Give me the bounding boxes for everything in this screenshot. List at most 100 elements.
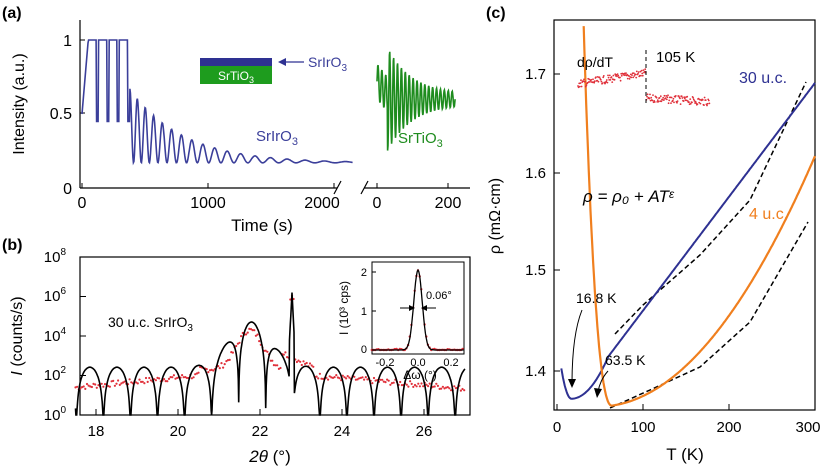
- measured-point: [222, 366, 225, 369]
- inset-x-tick: -0.2: [376, 357, 395, 369]
- derivative-point: [649, 93, 651, 96]
- derivative-point: [671, 99, 674, 102]
- measured-point: [113, 384, 116, 387]
- x-tick-label: 0: [373, 195, 382, 212]
- derivative-point: [667, 102, 670, 105]
- derivative-point: [605, 80, 608, 83]
- derivative-point: [679, 97, 681, 100]
- measured-point: [333, 376, 336, 379]
- measured-point: [343, 376, 346, 379]
- derivative-point: [646, 95, 648, 98]
- measured-point: [210, 368, 213, 371]
- derivative-point: [631, 74, 633, 76]
- measured-point: [459, 389, 462, 392]
- transition-temp-label: 105 K: [656, 49, 695, 66]
- measured-point: [372, 376, 376, 380]
- measured-point: [387, 379, 390, 382]
- derivative-point: [688, 101, 690, 103]
- derivative-point: [689, 98, 692, 100]
- derivative-point: [704, 99, 707, 101]
- measured-point: [128, 378, 131, 381]
- derivative-point: [681, 97, 684, 99]
- derivative-point: [689, 102, 692, 105]
- measured-point: [87, 384, 90, 387]
- measured-point: [320, 377, 323, 380]
- derivative-point: [632, 76, 635, 79]
- inset-derivative-label: dρ/dT: [577, 54, 613, 70]
- derivative-point: [611, 81, 614, 83]
- x-tick-label: 26: [416, 423, 433, 440]
- derivative-point: [602, 76, 605, 79]
- measured-point: [141, 380, 144, 383]
- measured-point: [258, 340, 261, 343]
- measured-point: [102, 385, 105, 388]
- derivative-point: [706, 104, 708, 107]
- x-tick-label: 0: [553, 419, 561, 436]
- inset-y-tick: 1: [361, 306, 367, 318]
- measured-point: [284, 351, 287, 354]
- derivative-point: [692, 98, 695, 101]
- x-axis-label: Time (s): [231, 216, 293, 235]
- measured-point: [120, 382, 123, 385]
- derivative-point: [667, 94, 669, 97]
- measured-point: [315, 375, 318, 378]
- measured-point: [345, 377, 348, 380]
- derivative-point: [701, 99, 704, 101]
- measured-point: [386, 378, 389, 381]
- y-axis-label: ρ (mΩ·cm): [487, 178, 504, 254]
- x-tick-label: 200: [435, 195, 462, 212]
- measured-point: [185, 376, 189, 380]
- derivative-point: [694, 100, 697, 103]
- measured-point: [220, 362, 223, 365]
- derivative-point: [682, 100, 685, 102]
- measured-point: [163, 378, 166, 381]
- inset-x-tick: 0.2: [443, 357, 458, 369]
- measured-point: [328, 375, 331, 378]
- y-tick-label: 1.5: [525, 262, 546, 279]
- measured-point: [341, 374, 344, 377]
- y-tick-label: 0: [63, 181, 72, 198]
- measured-point: [236, 342, 239, 345]
- srtio3-curve-label: SrTiO3: [398, 130, 443, 150]
- measured-point: [279, 366, 282, 370]
- measured-point: [97, 384, 100, 387]
- measured-point: [228, 358, 231, 361]
- measured-point: [356, 378, 359, 381]
- derivative-point: [708, 102, 711, 105]
- x-tick-label: 24: [334, 423, 351, 440]
- derivative-point: [698, 101, 701, 104]
- measured-point: [82, 385, 85, 388]
- derivative-point: [691, 101, 693, 104]
- sample-annotation: 30 u.c. SrIrO3: [108, 314, 193, 334]
- measured-point: [218, 367, 221, 370]
- derivative-point: [635, 76, 638, 79]
- derivative-point: [612, 74, 615, 77]
- fit-line-thin: [609, 221, 809, 409]
- film-label: SrIrO3: [308, 54, 347, 74]
- measured-point: [251, 329, 254, 332]
- x-tick-label: 2000: [304, 195, 340, 212]
- substrate-label: SrTiO3: [218, 69, 254, 85]
- panel-a: (a) 0 0.5 1 0 1000 2000 0 200 Intensity …: [2, 5, 470, 235]
- x-tick-label: 22: [252, 423, 269, 440]
- measured-point: [436, 384, 439, 387]
- measured-point: [348, 376, 351, 379]
- rocking-curve-inset: 0 1 2 -0.2 0.0 0.2 Δω (°) I (10³ cps) 0.…: [337, 261, 465, 382]
- derivative-point: [650, 96, 653, 99]
- measured-point: [217, 365, 220, 368]
- measured-point: [122, 381, 125, 384]
- derivative-point: [703, 96, 706, 99]
- measured-point: [282, 353, 285, 356]
- derivative-point: [677, 95, 680, 97]
- derivative-point: [609, 79, 612, 81]
- measured-point: [450, 389, 453, 392]
- measured-point: [361, 376, 364, 379]
- measured-point: [410, 382, 413, 385]
- derivative-point: [579, 82, 582, 84]
- measured-point: [223, 363, 226, 366]
- measured-point: [112, 379, 115, 382]
- derivative-point: [605, 79, 608, 81]
- measured-point: [108, 385, 111, 388]
- derivative-point: [625, 72, 627, 74]
- derivative-point: [666, 96, 669, 99]
